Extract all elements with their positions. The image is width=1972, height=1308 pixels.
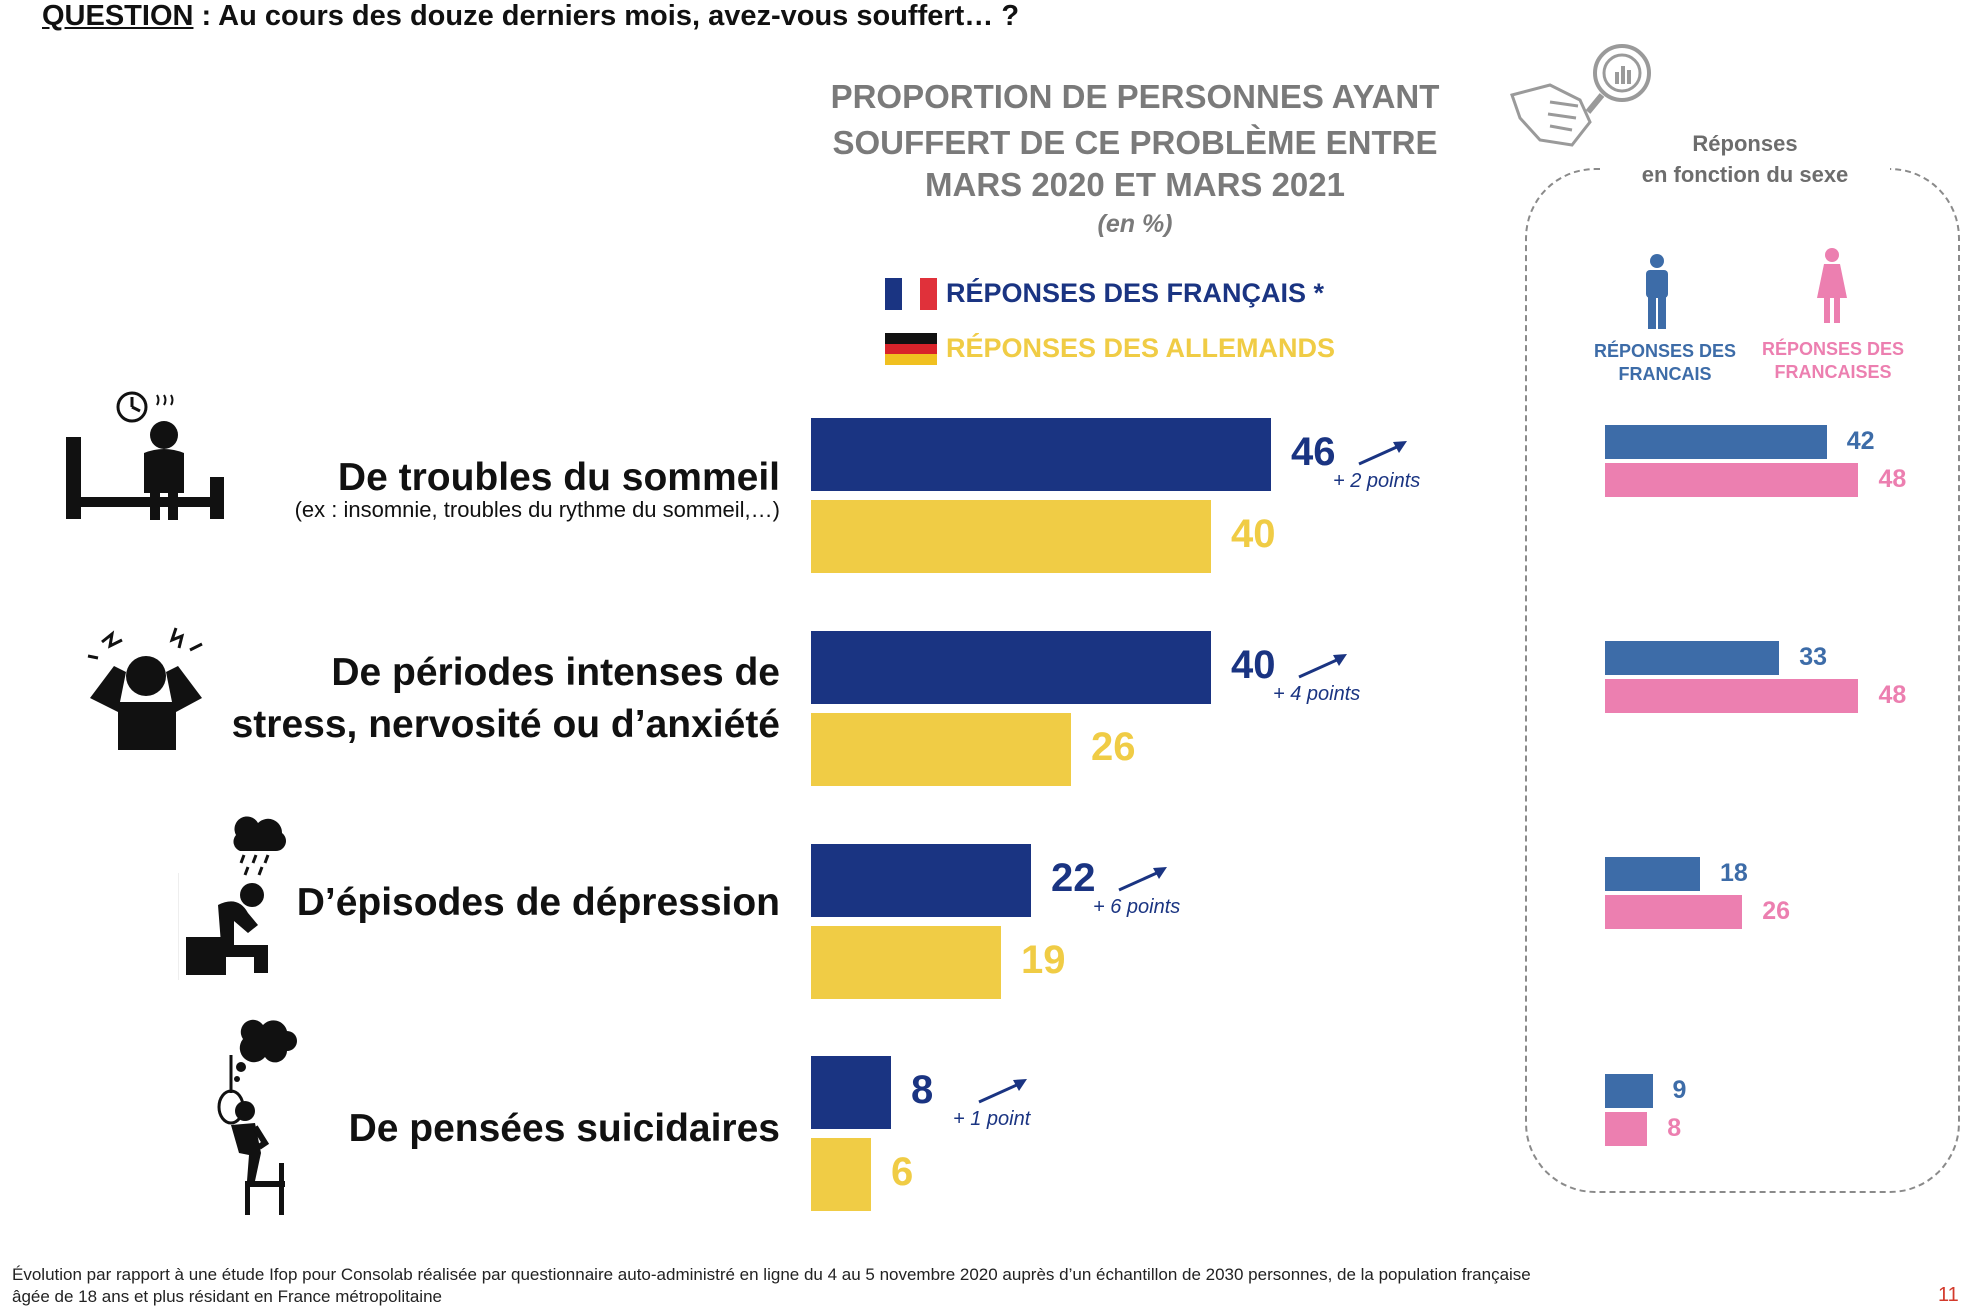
category-label-sleep: De troubles du sommeil [337,456,780,499]
question-line: QUESTION : Au cours des douze derniers m… [42,0,1019,33]
bar-france-stress [811,631,1211,704]
sex-header-men-line-1: RÉPONSES DES [1593,341,1737,361]
sex-value-label-women-suicidal: 8 [1667,1114,1682,1142]
sleep-icon [60,385,235,525]
sex-header-women-line-2: FRANCAISES [1774,362,1892,382]
question-text: Au cours des douze derniers mois, avez-v… [218,0,1020,32]
sex-bar-women-stress [1605,679,1859,713]
arrow-up-right-icon [1358,441,1407,466]
sex-value-label-men-sleep: 42 [1846,427,1875,455]
legend-germany: RÉPONSES DES ALLEMANDS [946,333,1336,363]
arrow-up-right-icon [1298,654,1347,679]
sex-bar-men-sleep [1605,425,1827,459]
category-label-stress: De périodes intenses de stress, nervosit… [231,651,780,746]
chart-title-line-3: MARS 2020 ET MARS 2021 [925,166,1345,203]
sex-bar-women-depression [1605,895,1743,929]
sex-header-men-line-2: FRANCAIS [1618,364,1712,384]
chart-unit: (en %) [1097,210,1173,238]
category-label-depression: D’épisodes de dépression [296,881,780,924]
sex-panel-title-line-1: Réponses [1692,131,1798,156]
sex-bar-men-suicidal [1605,1074,1653,1108]
sex-value-label-men-stress: 33 [1799,643,1828,671]
evolution-label-depression: + 6 points [1093,896,1181,918]
sex-bar-men-stress [1605,641,1780,675]
man-icon [1643,254,1671,329]
bar-germany-sleep [811,500,1211,573]
value-label-germany-suicidal: 6 [891,1150,914,1194]
sex-value-label-men-depression: 18 [1720,859,1748,887]
sex-bar-women-suicidal [1605,1112,1648,1146]
magnifier-chart-icon [1510,40,1660,155]
sex-value-label-men-suicidal: 9 [1672,1076,1687,1104]
sex-header-women-line-1: RÉPONSES DES [1761,339,1905,359]
sex-header-men: RÉPONSES DES FRANCAIS [1585,340,1745,386]
bar-germany-suicidal [811,1138,871,1211]
bar-germany-depression [811,926,1001,999]
question-label: QUESTION [42,0,194,32]
bar-france-depression [811,844,1031,917]
value-label-germany-depression: 19 [1021,938,1066,982]
suicidal-thoughts-icon [215,1015,305,1215]
category-note-sleep: (ex : insomnie, troubles du rythme du so… [294,497,780,522]
sex-header-women: RÉPONSES DES FRANCAISES [1753,338,1913,384]
footnote: Évolution par rapport à une étude Ifop p… [12,1264,1712,1308]
evolution-label-suicidal: + 1 point [953,1108,1031,1130]
bar-france-sleep [811,418,1271,491]
bar-germany-stress [811,713,1071,786]
page-number: 11 [1938,1284,1959,1306]
sex-value-label-women-depression: 26 [1762,897,1791,925]
depression-icon [177,805,288,980]
sex-value-label-women-sleep: 48 [1878,465,1907,493]
value-label-france-sleep: 46 [1291,430,1336,474]
legend-france: RÉPONSES DES FRANÇAIS * [946,278,1325,308]
arrow-up-right-icon [1118,867,1167,892]
evolution-label-stress: + 4 points [1273,683,1361,705]
bar-france-suicidal [811,1056,891,1129]
sex-bar-women-sleep [1605,463,1859,497]
germany-flag-icon [885,333,937,365]
value-label-france-suicidal: 8 [911,1068,934,1112]
question-separator: : [193,0,219,32]
chart-title-line-2: SOUFFERT DE CE PROBLÈME ENTRE [832,124,1438,161]
france-flag-icon [885,278,937,310]
stress-icon [80,620,210,755]
sex-value-label-women-stress: 48 [1878,681,1907,709]
evolution-label-sleep: + 2 points [1333,470,1421,492]
footnote-line-2: âgée de 18 ans et plus résidant en Franc… [12,1287,442,1306]
sex-panel-title: Réponses en fonction du sexe [1600,128,1890,190]
arrow-up-right-icon [978,1079,1027,1104]
value-label-france-stress: 40 [1231,643,1276,687]
sex-panel-title-line-2: en fonction du sexe [1641,162,1849,187]
value-label-germany-stress: 26 [1091,725,1136,769]
sex-bar-men-depression [1605,857,1701,891]
footnote-line-1: Évolution par rapport à une étude Ifop p… [12,1265,1531,1284]
category-label-suicidal: De pensées suicidaires [348,1107,780,1150]
value-label-france-depression: 22 [1051,856,1096,900]
chart-title-line-1: PROPORTION DE PERSONNES AYANT [830,78,1440,115]
woman-icon [1815,248,1849,323]
value-label-germany-sleep: 40 [1231,512,1276,556]
